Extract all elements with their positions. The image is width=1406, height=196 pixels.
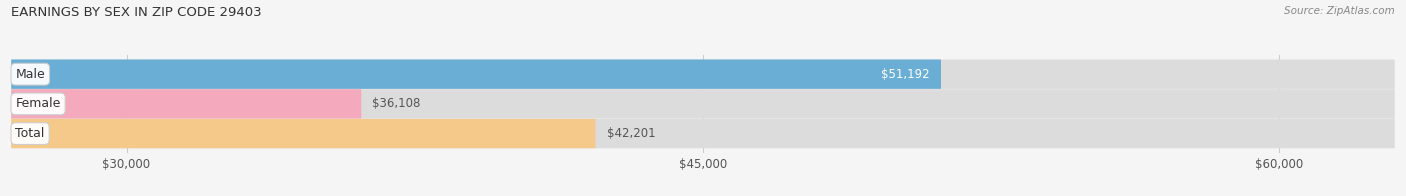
FancyBboxPatch shape (11, 60, 941, 89)
Text: $36,108: $36,108 (373, 97, 420, 110)
FancyBboxPatch shape (11, 89, 1395, 119)
Text: Source: ZipAtlas.com: Source: ZipAtlas.com (1284, 6, 1395, 16)
Text: Female: Female (15, 97, 60, 110)
Text: Male: Male (15, 68, 45, 81)
FancyBboxPatch shape (11, 119, 595, 148)
Text: $51,192: $51,192 (882, 68, 929, 81)
FancyBboxPatch shape (11, 89, 361, 119)
Text: $42,201: $42,201 (606, 127, 655, 140)
Text: EARNINGS BY SEX IN ZIP CODE 29403: EARNINGS BY SEX IN ZIP CODE 29403 (11, 6, 262, 19)
Text: Total: Total (15, 127, 45, 140)
FancyBboxPatch shape (11, 119, 1395, 148)
FancyBboxPatch shape (11, 60, 1395, 89)
